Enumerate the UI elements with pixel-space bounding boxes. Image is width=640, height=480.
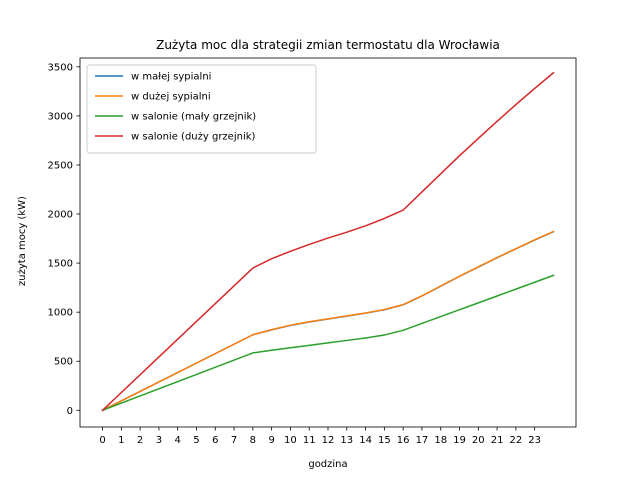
x-tick-label: 16 (397, 435, 410, 446)
legend-label: w salonie (duży grzejnik) (131, 132, 256, 143)
y-axis-label: zużyta mocy (kW) (17, 196, 28, 286)
x-tick-label: 11 (303, 435, 316, 446)
x-tick-label: 19 (453, 435, 466, 446)
y-tick-label: 3000 (48, 111, 73, 122)
series-line-1 (101, 230, 555, 412)
y-tick-label: 1500 (48, 259, 73, 270)
x-tick-label: 12 (322, 435, 335, 446)
x-tick-label: 1 (118, 435, 124, 446)
x-tick-label: 5 (193, 435, 199, 446)
x-tick-label: 20 (472, 435, 485, 446)
x-tick-label: 13 (340, 435, 353, 446)
y-tick-label: 0 (67, 406, 73, 417)
y-tick-label: 2000 (48, 210, 73, 221)
x-tick-label: 17 (416, 435, 429, 446)
x-tick-label: 0 (99, 435, 105, 446)
plot-area: 0 1 2 3 4 5 6 7 8 9 10 11 12 13 14 15 16 17 18 19 20 21 22 2305… (48, 57, 577, 446)
x-tick-label: 9 (268, 435, 274, 446)
x-tick-label: 15 (378, 435, 391, 446)
legend-label: w dużej sypialni (131, 92, 211, 103)
legend-label: w salonie (mały grzejnik) (131, 112, 256, 123)
y-tick-label: 2500 (48, 160, 73, 171)
legend-label: w małej sypialni (131, 72, 211, 83)
series-line-4 (101, 71, 555, 412)
y-tick-label: 1000 (48, 308, 73, 319)
x-tick-label: 14 (359, 435, 372, 446)
x-tick-label: 4 (175, 435, 181, 446)
x-tick-label: 18 (434, 435, 447, 446)
chart-title: Zużyta moc dla strategii zmian termostat… (156, 38, 500, 52)
x-axis-label: godzina (308, 459, 347, 470)
y-tick-label: 3500 (48, 62, 73, 73)
x-tick-label: 21 (491, 435, 504, 446)
series-line-3 (101, 274, 555, 412)
series-line-2 (101, 230, 555, 412)
legend-box (86, 64, 317, 154)
x-tick-label: 22 (510, 435, 523, 446)
x-tick-label: 23 (528, 435, 541, 446)
x-tick-label: 8 (250, 435, 256, 446)
x-tick-label: 3 (156, 435, 162, 446)
legend: w małej sypialni w dużej sypialni w saloni… (86, 64, 317, 154)
x-tick-label: 6 (212, 435, 218, 446)
x-tick-label: 7 (231, 435, 237, 446)
x-tick-label: 2 (137, 435, 143, 446)
y-tick-label: 500 (54, 357, 73, 368)
x-tick-label: 10 (284, 435, 297, 446)
